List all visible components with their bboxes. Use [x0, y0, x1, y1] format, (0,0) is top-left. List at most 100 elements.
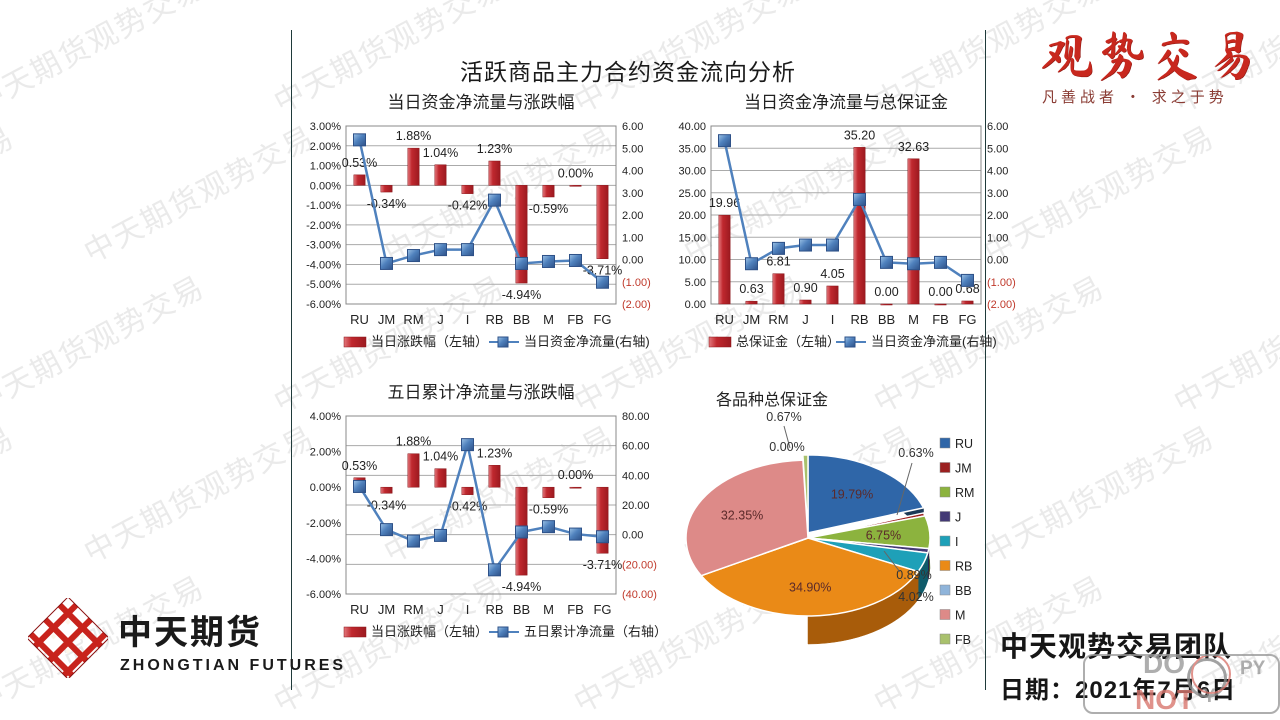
svg-text:0.67%: 0.67% — [766, 410, 801, 424]
svg-text:20.00: 20.00 — [678, 210, 706, 222]
svg-text:6.00: 6.00 — [987, 121, 1008, 133]
svg-text:1.04%: 1.04% — [423, 146, 458, 160]
svg-text:32.63: 32.63 — [898, 140, 929, 154]
svg-text:1.23%: 1.23% — [477, 446, 512, 460]
svg-text:-3.71%: -3.71% — [583, 558, 623, 572]
svg-text:6.00: 6.00 — [622, 121, 643, 133]
svg-text:总保证金（左轴）: 总保证金（左轴） — [736, 334, 840, 349]
svg-text:当日资金净流量(右轴): 当日资金净流量(右轴) — [524, 334, 650, 349]
svg-text:RB: RB — [955, 560, 972, 574]
svg-text:(20.00): (20.00) — [622, 559, 657, 571]
svg-text:I: I — [831, 312, 835, 327]
svg-text:35.00: 35.00 — [678, 143, 706, 155]
svg-text:-0.42%: -0.42% — [448, 199, 488, 213]
svg-text:RM: RM — [768, 312, 788, 327]
svg-text:RU: RU — [350, 602, 369, 617]
svg-text:6.81: 6.81 — [766, 255, 790, 269]
svg-text:(2.00): (2.00) — [987, 299, 1016, 311]
svg-text:1.88%: 1.88% — [396, 435, 431, 449]
svg-text:25.00: 25.00 — [678, 188, 706, 200]
svg-text:0.63: 0.63 — [739, 282, 763, 296]
svg-text:RU: RU — [955, 437, 973, 451]
svg-text:BB: BB — [513, 602, 530, 617]
svg-text:40.00: 40.00 — [622, 470, 650, 482]
svg-text:4.00: 4.00 — [987, 166, 1008, 178]
svg-text:30.00: 30.00 — [678, 166, 706, 178]
svg-text:1.88%: 1.88% — [396, 129, 431, 143]
svg-text:五日累计净流量与涨跌幅: 五日累计净流量与涨跌幅 — [388, 383, 575, 402]
svg-text:20.00: 20.00 — [622, 500, 650, 512]
svg-text:19.96: 19.96 — [709, 196, 740, 210]
svg-text:JM: JM — [743, 312, 760, 327]
svg-text:1.23%: 1.23% — [477, 142, 512, 156]
svg-text:2.00: 2.00 — [987, 210, 1008, 222]
svg-text:4.02%: 4.02% — [898, 590, 933, 604]
svg-text:JM: JM — [955, 462, 972, 476]
svg-text:-6.00%: -6.00% — [306, 299, 341, 311]
svg-text:FG: FG — [593, 312, 611, 327]
svg-text:0.53%: 0.53% — [342, 156, 377, 170]
svg-text:JM: JM — [378, 602, 395, 617]
svg-text:当日资金净流量与涨跌幅: 当日资金净流量与涨跌幅 — [388, 93, 575, 112]
svg-text:BB: BB — [955, 584, 972, 598]
svg-text:3.00: 3.00 — [987, 188, 1008, 200]
svg-text:1.04%: 1.04% — [423, 450, 458, 464]
svg-text:3.00: 3.00 — [622, 188, 643, 200]
svg-text:M: M — [955, 609, 965, 623]
svg-text:-4.00%: -4.00% — [306, 259, 341, 271]
svg-text:RM: RM — [955, 486, 974, 500]
svg-text:I: I — [955, 535, 958, 549]
svg-text:0.00: 0.00 — [622, 255, 643, 267]
svg-text:0.00%: 0.00% — [310, 482, 341, 494]
svg-text:0.00: 0.00 — [622, 530, 643, 542]
svg-text:-5.00%: -5.00% — [306, 279, 341, 291]
svg-text:2.00: 2.00 — [622, 210, 643, 222]
svg-text:FG: FG — [593, 602, 611, 617]
svg-text:0.00%: 0.00% — [558, 166, 593, 180]
svg-text:J: J — [437, 312, 444, 327]
svg-text:M: M — [543, 312, 554, 327]
svg-text:-0.59%: -0.59% — [529, 202, 569, 216]
svg-text:-4.94%: -4.94% — [502, 580, 542, 594]
svg-text:40.00: 40.00 — [678, 121, 706, 133]
svg-text:FB: FB — [955, 633, 971, 647]
svg-text:2.00%: 2.00% — [310, 447, 341, 459]
svg-text:3.00%: 3.00% — [310, 121, 341, 133]
svg-text:RB: RB — [485, 602, 503, 617]
svg-text:(40.00): (40.00) — [622, 589, 657, 601]
svg-text:5.00: 5.00 — [685, 277, 706, 289]
svg-text:5.00: 5.00 — [622, 143, 643, 155]
svg-text:-4.00%: -4.00% — [306, 553, 341, 565]
svg-text:34.90%: 34.90% — [789, 580, 831, 594]
svg-text:10.00: 10.00 — [678, 255, 706, 267]
svg-text:M: M — [908, 312, 919, 327]
svg-text:80.00: 80.00 — [622, 411, 650, 423]
svg-text:RM: RM — [403, 602, 423, 617]
svg-text:RM: RM — [403, 312, 423, 327]
svg-text:4.05: 4.05 — [820, 267, 844, 281]
svg-text:5.00: 5.00 — [987, 143, 1008, 155]
svg-text:I: I — [466, 602, 470, 617]
svg-text:-0.59%: -0.59% — [529, 503, 569, 517]
svg-text:32.35%: 32.35% — [721, 508, 763, 522]
svg-text:当日涨跌幅（左轴）: 当日涨跌幅（左轴） — [371, 334, 488, 349]
svg-text:60.00: 60.00 — [622, 441, 650, 453]
svg-text:J: J — [437, 602, 444, 617]
svg-text:-2.00%: -2.00% — [306, 518, 341, 530]
svg-text:-3.00%: -3.00% — [306, 240, 341, 252]
svg-text:0.90: 0.90 — [793, 281, 817, 295]
svg-text:0.00%: 0.00% — [769, 440, 804, 454]
svg-text:0.00: 0.00 — [987, 255, 1008, 267]
svg-text:0.89%: 0.89% — [896, 568, 931, 582]
svg-text:2.00%: 2.00% — [310, 141, 341, 153]
svg-text:BB: BB — [878, 312, 895, 327]
svg-text:19.79%: 19.79% — [831, 488, 873, 502]
svg-text:FB: FB — [932, 312, 949, 327]
svg-text:FB: FB — [567, 602, 584, 617]
svg-text:0.63%: 0.63% — [898, 446, 933, 460]
svg-text:-4.94%: -4.94% — [502, 288, 542, 302]
svg-text:4.00%: 4.00% — [310, 411, 341, 423]
svg-text:0.00%: 0.00% — [558, 468, 593, 482]
svg-text:(2.00): (2.00) — [622, 299, 651, 311]
svg-text:当日资金净流量与总保证金: 当日资金净流量与总保证金 — [744, 93, 948, 112]
